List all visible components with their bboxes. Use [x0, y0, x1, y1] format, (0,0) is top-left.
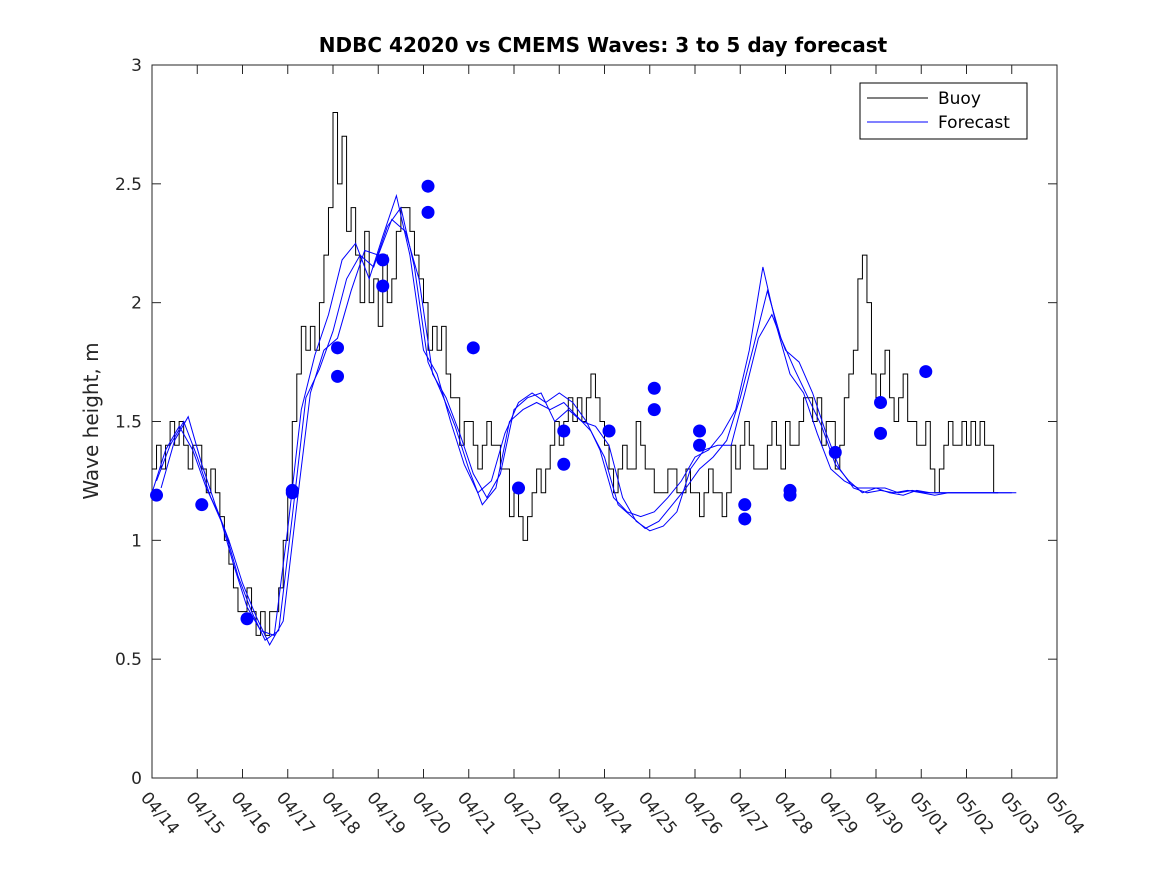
x-tick-label: 04/30: [860, 788, 907, 838]
x-tick-label: 04/25: [634, 788, 681, 838]
y-tick-label: 3: [131, 56, 142, 76]
buoy-line: [152, 112, 999, 636]
forecast-marker: [150, 488, 164, 502]
forecast-marker: [602, 424, 616, 438]
forecast-marker: [557, 424, 571, 438]
chart-title: NDBC 42020 vs CMEMS Waves: 3 to 5 day fo…: [319, 33, 888, 57]
x-tick-label: 04/23: [543, 788, 590, 838]
x-tick-label: 04/29: [815, 788, 862, 838]
legend-forecast-label: Forecast: [938, 113, 1010, 133]
forecast-marker: [421, 179, 435, 193]
forecast-marker: [647, 403, 661, 417]
y-tick-label: 2.5: [115, 175, 142, 195]
forecast-marker: [647, 381, 661, 395]
forecast-marker: [421, 205, 435, 219]
forecast-marker: [783, 488, 797, 502]
forecast-marker: [919, 365, 933, 379]
forecast-marker: [738, 512, 752, 526]
y-tick-label: 2: [131, 294, 142, 314]
x-tick-label: 05/03: [996, 788, 1043, 838]
forecast-marker: [195, 498, 209, 512]
y-tick-label: 0.5: [115, 650, 142, 670]
forecast-marker: [828, 445, 842, 459]
legend-box: [859, 82, 1028, 140]
x-tick-label: 04/22: [498, 788, 545, 838]
forecast-marker: [512, 481, 526, 495]
x-tick-label: 04/21: [453, 788, 500, 838]
x-tick-label: 04/24: [589, 788, 636, 838]
forecast-marker: [376, 279, 390, 293]
forecast-marker: [874, 426, 888, 440]
forecast-marker: [557, 457, 571, 471]
forecast-line-2: [156, 206, 999, 641]
forecast-line-1: [151, 193, 1017, 637]
x-tick-label: 04/15: [181, 788, 228, 838]
y-tick-label: 0: [131, 769, 142, 789]
x-tick-label: 04/16: [227, 788, 274, 838]
y-axis-label: Wave height, m: [79, 342, 103, 499]
forecast-marker: [693, 424, 707, 438]
x-tick-label: 04/28: [770, 788, 817, 838]
forecast-marker: [738, 498, 752, 512]
y-tick-label: 1: [131, 531, 142, 551]
x-tick-label: 04/26: [679, 788, 726, 838]
legend: Buoy Forecast: [859, 82, 1028, 140]
plot-area: 00.511.522.5304/1404/1504/1604/1704/1804…: [115, 56, 1088, 839]
x-tick-label: 05/04: [1041, 788, 1088, 838]
forecast-marker: [240, 612, 254, 626]
forecast-marker: [376, 253, 390, 267]
x-tick-label: 04/17: [272, 788, 319, 838]
x-tick-label: 04/18: [317, 788, 364, 838]
forecast-marker: [331, 369, 345, 383]
forecast-marker: [466, 341, 480, 355]
x-tick-label: 04/27: [724, 788, 771, 838]
x-tick-label: 05/02: [951, 788, 998, 838]
forecast-marker: [874, 395, 888, 409]
legend-buoy-label: Buoy: [938, 89, 981, 109]
x-tick-label: 04/14: [136, 788, 183, 838]
y-tick-label: 1.5: [115, 413, 142, 433]
x-tick-label: 04/19: [362, 788, 409, 838]
x-tick-label: 05/01: [905, 788, 952, 838]
forecast-marker: [331, 341, 345, 355]
forecast-line-3: [160, 218, 1012, 646]
forecast-marker: [285, 486, 299, 500]
x-tick-label: 04/20: [408, 788, 455, 838]
forecast-marker: [693, 438, 707, 452]
